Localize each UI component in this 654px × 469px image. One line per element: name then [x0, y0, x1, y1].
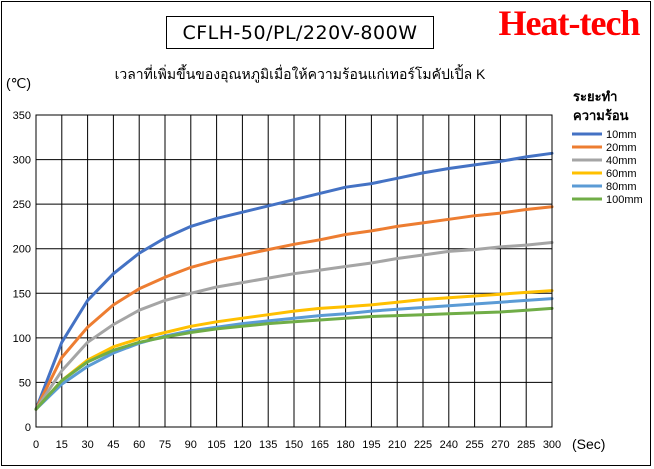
x-tick-label: 180: [336, 439, 354, 451]
y-tick-label: 50: [19, 377, 31, 389]
axis-ticks: 0 15 30 45 60 75 90 105 120 135 150 165 180 195 210 225…: [13, 110, 562, 451]
chart-title: เวลาที่เพิ่มขึ้นของอุณหภูมิเมื่อให้ความร…: [115, 64, 486, 83]
legend-label-40mm: 40mm: [606, 155, 637, 167]
y-tick-label: 100: [13, 333, 31, 345]
legend-label-10mm: 10mm: [606, 129, 637, 141]
x-tick-label: 300: [543, 439, 561, 451]
y-tick-label: 300: [13, 155, 31, 167]
x-tick-label: 210: [388, 439, 406, 451]
legend-title-line2: ความร้อน: [573, 108, 629, 123]
x-tick-label: 165: [311, 439, 329, 451]
x-tick-label: 105: [207, 439, 225, 451]
legend-title-line1: ระยะทำ: [573, 89, 617, 104]
y-tick-label: 250: [13, 199, 31, 211]
x-tick-label: 60: [133, 439, 145, 451]
x-tick-label: 255: [465, 439, 483, 451]
x-tick-label: 285: [517, 439, 535, 451]
chart-grid: [35, 114, 553, 428]
x-tick-label: 75: [159, 439, 171, 451]
series-line-10mm: [34, 151, 554, 411]
legend-label-100mm: 100mm: [606, 194, 643, 206]
x-tick-label: 150: [285, 439, 303, 451]
series-line-80mm: [34, 297, 554, 411]
x-tick-label: 195: [362, 439, 380, 451]
series-line-60mm: [34, 289, 554, 411]
x-tick-label: 270: [491, 439, 509, 451]
y-tick-label: 350: [13, 110, 31, 122]
x-tick-label: 90: [185, 439, 197, 451]
y-tick-label: 0: [25, 422, 31, 434]
x-tick-label: 135: [259, 439, 277, 451]
chart-series: [34, 151, 554, 411]
chart-legend: ระยะทำ ความร้อน 10mm20mm40mm60mm80mm100m…: [572, 89, 643, 206]
x-tick-label: 15: [56, 439, 68, 451]
series-line-40mm: [34, 241, 554, 411]
x-tick-label: 120: [233, 439, 251, 451]
x-axis-label: (Sec): [572, 436, 605, 452]
x-tick-label: 0: [33, 439, 39, 451]
series-line-100mm: [34, 306, 554, 411]
legend-label-60mm: 60mm: [606, 168, 637, 180]
brand-logo: Heat-tech: [498, 3, 641, 43]
y-tick-label: 150: [13, 288, 31, 300]
x-tick-label: 225: [414, 439, 432, 451]
x-tick-label: 30: [81, 439, 93, 451]
legend-label-20mm: 20mm: [606, 142, 637, 154]
y-tick-label: 200: [13, 244, 31, 256]
legend-label-80mm: 80mm: [606, 181, 637, 193]
series-line-20mm: [34, 205, 554, 411]
plot-area-border: [35, 114, 553, 428]
y-axis-label: (℃): [6, 75, 31, 91]
model-label: CFLH-50/PL/220V-800W: [166, 16, 434, 49]
x-tick-label: 240: [440, 439, 458, 451]
x-tick-label: 45: [107, 439, 119, 451]
